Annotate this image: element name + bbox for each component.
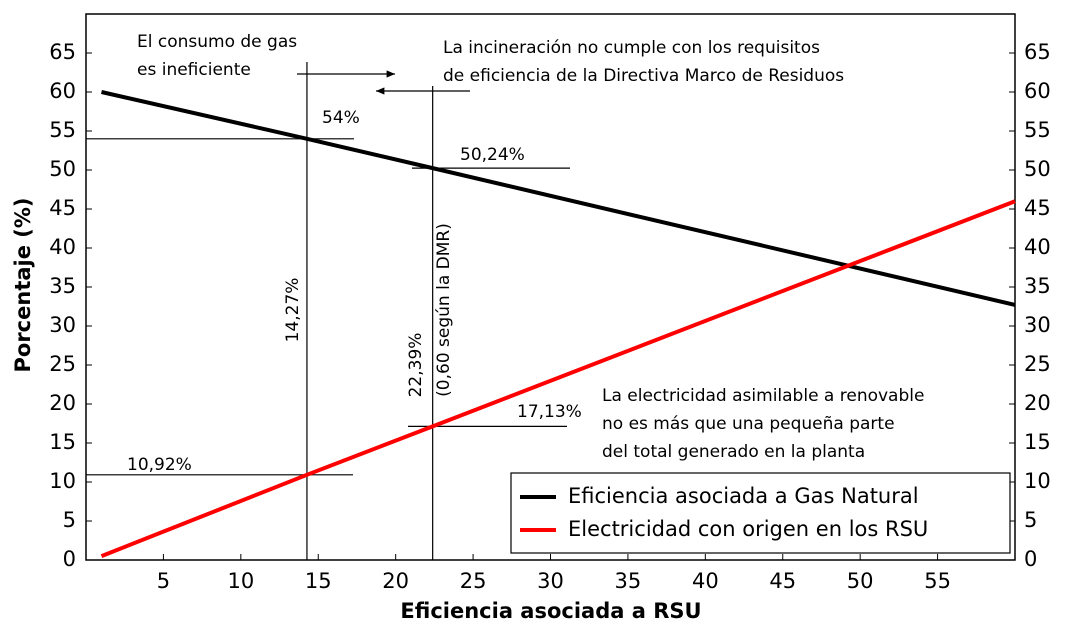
annotation: es ineficiente <box>137 60 251 80</box>
x-tick-label: 25 <box>460 569 487 593</box>
y-axis-label: Porcentaje (%) <box>11 197 35 372</box>
y-tick-label-right: 0 <box>1024 547 1037 571</box>
y-tick-label-right: 60 <box>1024 79 1051 103</box>
y-tick-label: 0 <box>63 547 76 571</box>
y-tick-label: 10 <box>49 469 76 493</box>
annotation: La incineración no cumple con los requis… <box>443 38 820 58</box>
y-tick-label: 60 <box>49 79 76 103</box>
value-label: 54% <box>322 108 360 128</box>
value-label: 50,24% <box>460 145 525 165</box>
x-tick-label: 30 <box>537 569 564 593</box>
x-tick-label: 10 <box>227 569 254 593</box>
x-value-label: 22,39% <box>406 333 426 398</box>
annotation: El consumo de gas <box>137 32 297 52</box>
y-tick-label-right: 30 <box>1024 313 1051 337</box>
x-tick-label: 55 <box>924 569 951 593</box>
series-line <box>100 199 1016 558</box>
x-value-label: 14,27% <box>283 278 303 343</box>
y-tick-label: 55 <box>49 118 76 142</box>
x-tick-label: 15 <box>305 569 332 593</box>
x-tick-label: 50 <box>847 569 874 593</box>
annotation: no es más que una pequeña parte <box>602 414 895 434</box>
legend-label: Electricidad con origen en los RSU <box>568 517 928 541</box>
legend-box <box>510 472 1011 554</box>
annotation: del total generado en la planta <box>602 442 865 462</box>
y-tick-label: 50 <box>49 157 76 181</box>
x-tick-label: 45 <box>769 569 796 593</box>
y-tick-label: 35 <box>49 274 76 298</box>
x-tick-label: 5 <box>157 569 170 593</box>
x-tick-label: 35 <box>615 569 642 593</box>
y-tick-label-right: 65 <box>1024 40 1051 64</box>
y-tick-label-right: 50 <box>1024 157 1051 181</box>
y-tick-label: 45 <box>49 196 76 220</box>
y-tick-label: 20 <box>49 391 76 415</box>
legend-label: Eficiencia asociada a Gas Natural <box>568 484 919 508</box>
y-tick-label-right: 5 <box>1024 508 1037 532</box>
y-tick-label: 15 <box>49 430 76 454</box>
y-tick-label-right: 55 <box>1024 118 1051 142</box>
y-tick-label: 25 <box>49 352 76 376</box>
y-tick-label: 40 <box>49 235 76 259</box>
y-tick-label-right: 15 <box>1024 430 1051 454</box>
y-tick-label: 30 <box>49 313 76 337</box>
x-axis-label: Eficiencia asociada a RSU <box>400 599 701 623</box>
series-line <box>101 90 1016 307</box>
y-tick-label-right: 45 <box>1024 196 1051 220</box>
y-tick-label-right: 20 <box>1024 391 1051 415</box>
annotation: (0,60 según la DMR) <box>434 223 454 397</box>
y-tick-label-right: 35 <box>1024 274 1051 298</box>
y-tick-label: 5 <box>63 508 76 532</box>
annotation: de eficiencia de la Directiva Marco de R… <box>443 66 844 86</box>
y-tick-label-right: 40 <box>1024 235 1051 259</box>
annotation: La electricidad asimilable a renovable <box>602 386 924 406</box>
y-tick-label-right: 10 <box>1024 469 1051 493</box>
y-tick-label: 65 <box>49 40 76 64</box>
value-label: 17,13% <box>517 402 582 422</box>
value-label: 10,92% <box>127 455 192 475</box>
y-tick-label-right: 25 <box>1024 352 1051 376</box>
x-tick-label: 20 <box>382 569 409 593</box>
x-tick-label: 40 <box>692 569 719 593</box>
